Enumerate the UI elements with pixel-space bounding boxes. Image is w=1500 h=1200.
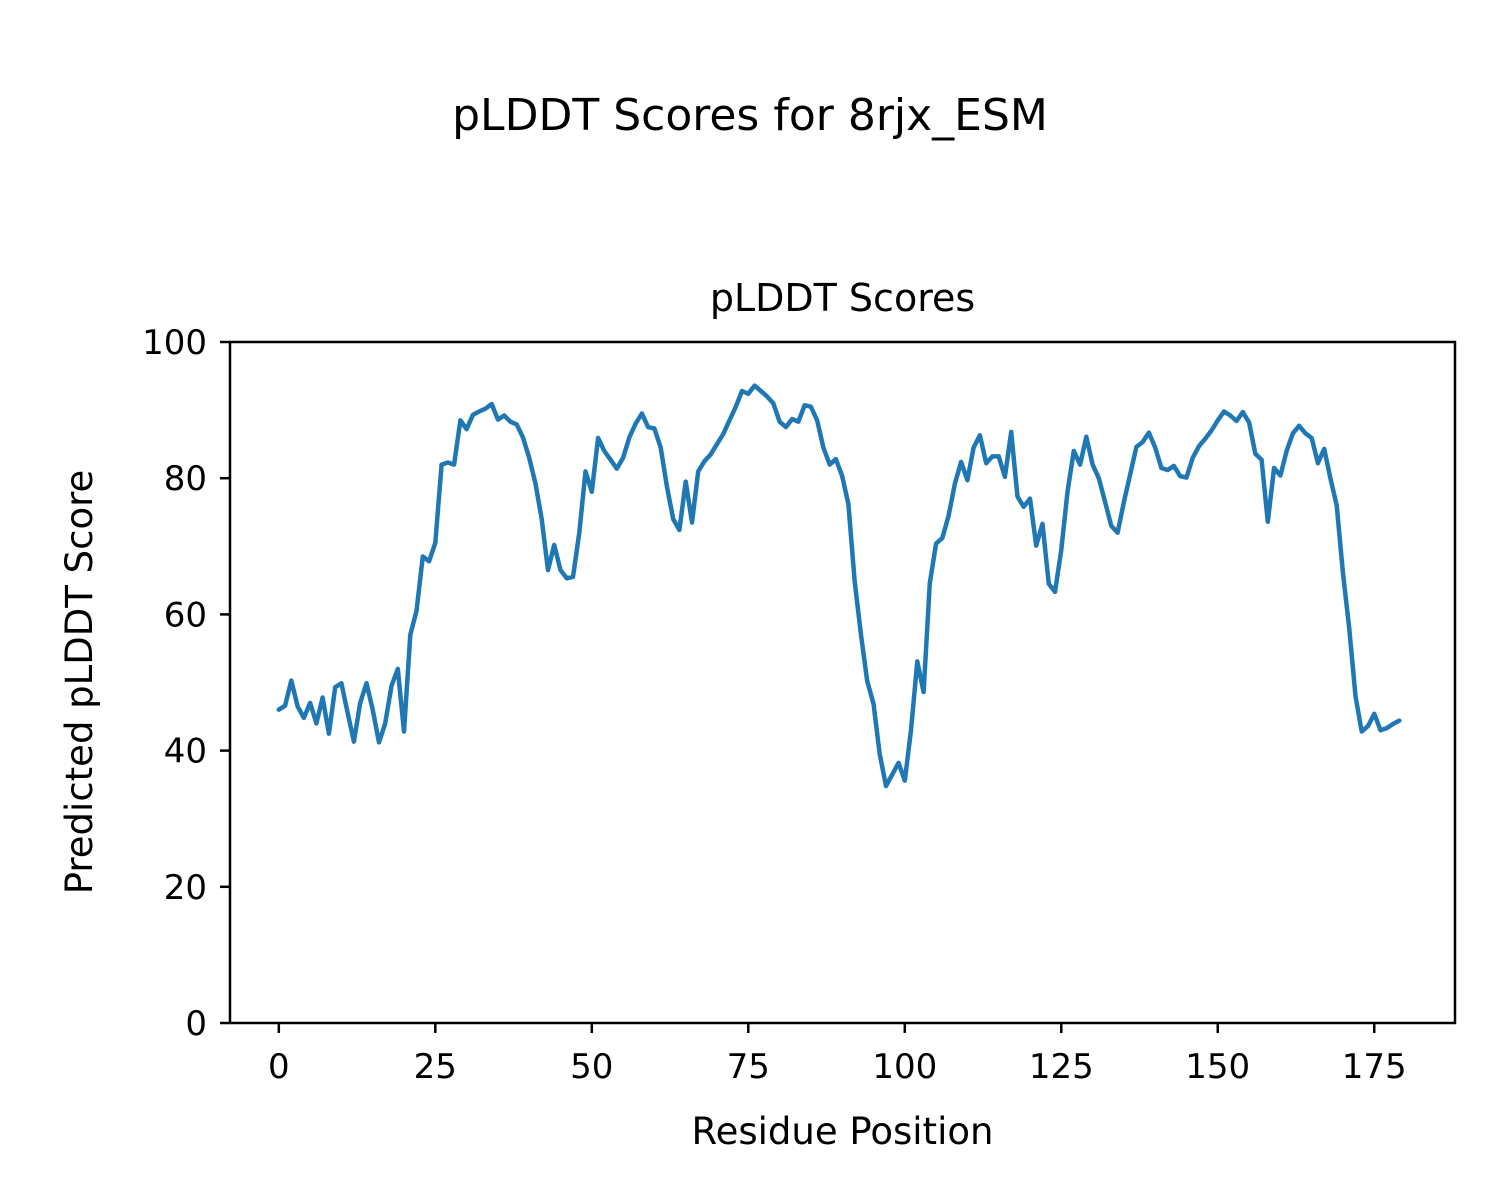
y-tick-label: 100 <box>142 323 207 363</box>
x-axis-label: Residue Position <box>691 1110 994 1153</box>
y-tick-label: 40 <box>164 732 207 772</box>
figure-suptitle: pLDDT Scores for 8rjx_ESM <box>452 90 1048 141</box>
x-tick-label: 100 <box>872 1047 937 1087</box>
axes-title: pLDDT Scores <box>709 276 976 320</box>
x-tick-label: 175 <box>1342 1047 1407 1087</box>
plddt-line <box>276 383 1402 789</box>
x-tick-label: 75 <box>727 1047 770 1087</box>
x-tick-label: 150 <box>1185 1047 1250 1087</box>
y-axis-label: Predicted pLDDT Score <box>58 469 101 895</box>
x-tick-label: 25 <box>414 1047 457 1087</box>
y-tick-label: 0 <box>185 1004 207 1044</box>
x-tick-label: 0 <box>268 1047 290 1087</box>
x-tick-label: 125 <box>1029 1047 1094 1087</box>
y-tick-label: 20 <box>164 868 207 908</box>
y-tick-label: 60 <box>164 595 207 635</box>
x-tick-label: 50 <box>570 1047 613 1087</box>
y-tick-label: 80 <box>164 459 207 499</box>
axes-frame <box>228 340 1457 1025</box>
